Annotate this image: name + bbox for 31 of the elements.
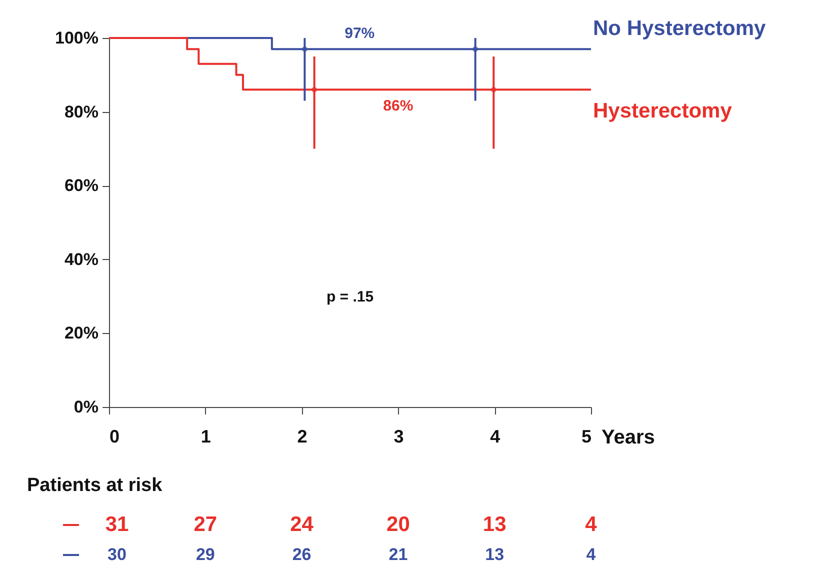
y-tick-label: 80%	[64, 102, 98, 122]
x-tick-label: 2	[297, 426, 308, 446]
text: Patients at risk	[27, 475, 163, 496]
series-label: Hysterectomy	[593, 100, 732, 123]
series-label: No Hysterectomy	[593, 17, 766, 40]
text: 24	[290, 513, 314, 536]
annotation: p = .15	[326, 288, 374, 306]
x-tick-label: 1	[200, 426, 211, 446]
text: 27	[194, 513, 218, 536]
text: 4	[586, 545, 596, 564]
y-tick-label: 60%	[64, 176, 98, 196]
text: 26	[292, 545, 312, 564]
text: 4	[585, 513, 598, 536]
text: 13	[485, 545, 504, 564]
annotation: 86%	[383, 98, 414, 115]
x-tick-label: 5	[581, 426, 592, 446]
text: 21	[388, 545, 408, 564]
y-tick-label: 20%	[64, 324, 98, 343]
text: 13	[482, 513, 506, 536]
y-tick-label: 100%	[55, 28, 98, 48]
y-tick-label: 0%	[74, 398, 98, 416]
text: 31	[105, 513, 129, 536]
x-tick-label: 0	[110, 426, 120, 446]
text: 30	[108, 545, 126, 564]
text: 20	[386, 513, 410, 536]
x-tick-label: 3	[394, 426, 404, 446]
annotation: 97%	[344, 25, 375, 42]
x-tick-label: 4	[490, 426, 500, 446]
y-tick-label: 40%	[64, 250, 98, 269]
x-axis-title: Years	[602, 426, 655, 448]
text: 29	[196, 545, 215, 564]
